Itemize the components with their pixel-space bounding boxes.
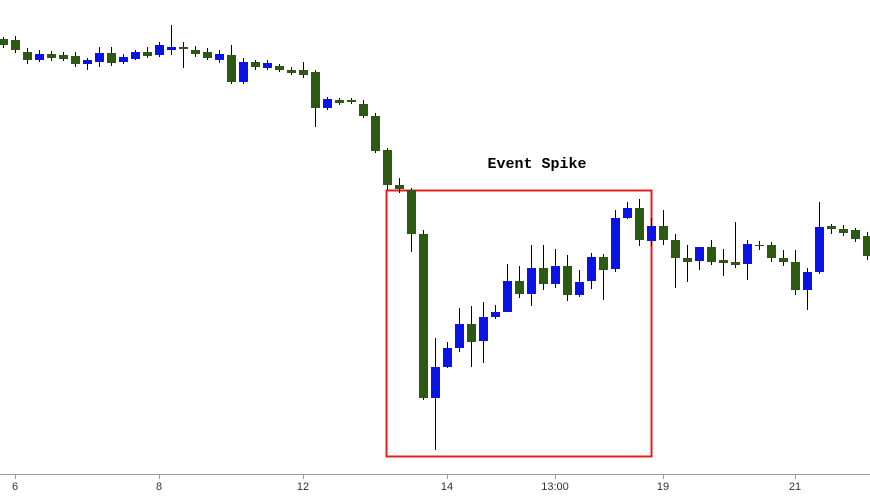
candle-body [131, 52, 140, 59]
candle-body [815, 227, 824, 272]
candle-body [371, 116, 380, 151]
candle-body [755, 245, 764, 246]
candle-body [803, 272, 812, 290]
candle-body [635, 208, 644, 240]
candle-body [647, 226, 656, 241]
candle-body [467, 324, 476, 342]
candle-body [719, 260, 728, 263]
candle-body [227, 55, 236, 82]
candle-body [431, 367, 440, 398]
candle-body [23, 52, 32, 60]
candle-body [851, 230, 860, 239]
candle-body [107, 53, 116, 63]
candle-body [251, 62, 260, 67]
candle-body [95, 53, 104, 62]
candle-body [239, 62, 248, 82]
candle-body [563, 266, 572, 295]
candle-body [659, 226, 668, 240]
candle-body [839, 229, 848, 233]
candle-body [407, 190, 416, 234]
candle-body [443, 348, 452, 367]
candle-body [695, 247, 704, 261]
candle-body [731, 262, 740, 265]
candle-body [215, 54, 224, 60]
candle-body [299, 70, 308, 75]
candle-body [539, 268, 548, 284]
candle-body [35, 54, 44, 60]
candle-body [347, 100, 356, 102]
candle-body [827, 226, 836, 229]
candle-body [323, 99, 332, 108]
candle-body [623, 208, 632, 218]
candle-body [275, 66, 284, 70]
candle-body [203, 52, 212, 58]
candle-body [0, 39, 8, 45]
candle-body [179, 47, 188, 49]
candle-body [119, 57, 128, 62]
candle-body [263, 63, 272, 68]
candle-body [47, 54, 56, 58]
candle-body [83, 60, 92, 64]
candle-body [11, 40, 20, 50]
candle-body [455, 324, 464, 348]
candle-body [683, 258, 692, 262]
candle-body [551, 266, 560, 284]
candle-body [863, 236, 870, 256]
candle-body [611, 218, 620, 269]
x-tick-label: 14 [441, 481, 453, 493]
candle-body [167, 47, 176, 50]
candle-body [383, 150, 392, 185]
candle-body [791, 262, 800, 290]
annotation: Event Spike [487, 156, 586, 173]
x-tick-label: 19 [657, 481, 669, 493]
candle-body [587, 257, 596, 281]
candle-body [395, 185, 404, 189]
x-tick-label: 8 [156, 481, 162, 493]
candle-body [515, 281, 524, 294]
candle-body [743, 244, 752, 264]
event-box [385, 189, 653, 458]
candle-body [503, 281, 512, 312]
candle-body [359, 104, 368, 116]
candle-body [311, 72, 320, 108]
x-tick-label: 12 [297, 481, 309, 493]
candle-body [335, 100, 344, 103]
candle-body [71, 56, 80, 64]
candle-body [155, 45, 164, 55]
candle-body [599, 257, 608, 270]
candle-body [767, 245, 776, 258]
candle-body [707, 247, 716, 262]
candle-body [575, 282, 584, 295]
candle-body [671, 240, 680, 258]
candle-body [59, 55, 68, 59]
candle-body [479, 317, 488, 341]
candle-body [143, 52, 152, 56]
candle-body [287, 70, 296, 73]
x-tick-label: 6 [12, 481, 18, 493]
candle-body [491, 312, 500, 317]
x-tick-label: 13:00 [541, 481, 569, 493]
candle-body [191, 50, 200, 54]
candle-body [779, 258, 788, 262]
x-tick-label: 21 [789, 481, 801, 493]
candle-body [527, 268, 536, 294]
candle-body [419, 234, 428, 398]
